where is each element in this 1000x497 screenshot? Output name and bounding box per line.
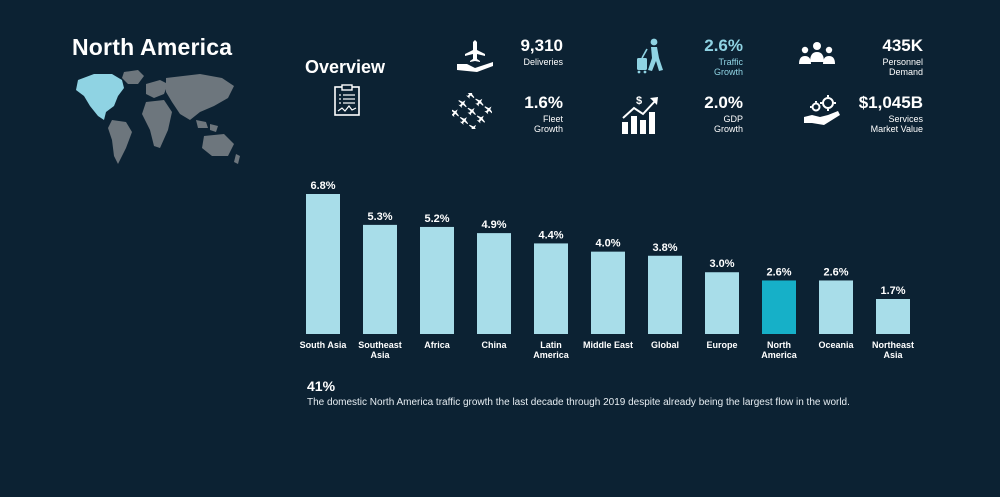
metric-traffic-growth-label: Traffic Growth bbox=[713, 57, 743, 77]
hand-with-plane-icon bbox=[457, 40, 493, 72]
bar-value-label: 4.9% bbox=[481, 219, 506, 231]
bar-value-label: 5.2% bbox=[424, 213, 449, 225]
metric-fleet-growth: 1.6% Fleet Growth bbox=[452, 93, 563, 137]
metric-services-market-value-value: $1,045B bbox=[858, 93, 923, 112]
metric-personnel-demand-value: 435K bbox=[882, 36, 923, 55]
bar-south-asia bbox=[306, 194, 340, 334]
bar-value-label: 6.8% bbox=[310, 180, 335, 192]
metric-fleet-growth-label: Fleet Growth bbox=[533, 114, 563, 134]
metric-traffic-growth-value: 2.6% bbox=[704, 36, 743, 55]
page-title: North America bbox=[72, 34, 233, 60]
metric-personnel-demand-label: Personnel Demand bbox=[882, 57, 923, 77]
category-label: North America bbox=[761, 340, 798, 360]
category-label: Global bbox=[651, 340, 679, 350]
bar-europe bbox=[705, 272, 739, 334]
bar-north-america bbox=[762, 280, 796, 334]
metric-gdp-growth-label: GDP Growth bbox=[713, 114, 743, 134]
metric-services-market-value-label: Services Market Value bbox=[870, 114, 923, 134]
category-label: Middle East bbox=[583, 340, 633, 350]
metric-fleet-growth-value: 1.6% bbox=[524, 93, 563, 112]
category-label: Latin America bbox=[533, 340, 570, 360]
bar-value-label: 2.6% bbox=[766, 266, 791, 278]
bar-middle-east bbox=[591, 251, 625, 334]
bar-southeast-asia bbox=[363, 224, 397, 334]
metric-traffic-growth: 2.6% Traffic Growth bbox=[630, 36, 743, 80]
clipboard-checklist-icon bbox=[334, 84, 360, 116]
metric-personnel-demand: 435K Personnel Demand bbox=[797, 36, 923, 80]
category-label: Northeast Asia bbox=[872, 340, 914, 360]
traveler-with-luggage-icon bbox=[637, 38, 663, 74]
category-label: Europe bbox=[706, 340, 737, 350]
bar-africa bbox=[420, 226, 454, 334]
airplane-fleet-icon bbox=[452, 93, 492, 129]
metric-deliveries-value: 9,310 bbox=[520, 36, 563, 55]
metric-deliveries-label: Deliveries bbox=[523, 57, 563, 67]
bar-value-label: 5.3% bbox=[367, 211, 392, 223]
gdp-growth-chart-icon: $ bbox=[622, 95, 658, 134]
metric-gdp-growth-value: 2.0% bbox=[704, 93, 743, 112]
footnote-text: The domestic North America traffic growt… bbox=[307, 397, 850, 408]
bar-oceania bbox=[819, 280, 853, 334]
bar-latin-america bbox=[534, 243, 568, 334]
footnote-value: 41% bbox=[307, 378, 336, 394]
metric-services-market-value: $1,045B Services Market Value bbox=[802, 93, 923, 137]
category-label: Oceania bbox=[818, 340, 854, 350]
hand-with-gears-icon bbox=[804, 95, 840, 125]
traffic-growth-bar-chart: 6.8% South Asia 5.3% Southeast Asia 5.2% Afric… bbox=[300, 180, 914, 360]
bar-global bbox=[648, 255, 682, 334]
bar-northeast-asia bbox=[876, 299, 910, 334]
bar-value-label: 3.0% bbox=[709, 258, 734, 270]
bar-value-label: 2.6% bbox=[823, 266, 848, 278]
people-group-icon bbox=[799, 42, 835, 64]
metric-deliveries: 9,310 Deliveries bbox=[455, 36, 563, 76]
bar-china bbox=[477, 233, 511, 334]
category-label: China bbox=[481, 340, 507, 350]
bar-value-label: 4.4% bbox=[538, 229, 563, 241]
category-label: Africa bbox=[424, 340, 451, 350]
category-label: South Asia bbox=[300, 340, 348, 350]
world-map-icon bbox=[76, 70, 240, 164]
overview-title: Overview bbox=[305, 57, 386, 77]
bar-value-label: 1.7% bbox=[880, 285, 905, 297]
bar-value-label: 3.8% bbox=[652, 242, 677, 254]
bar-value-label: 4.0% bbox=[595, 238, 620, 250]
metric-gdp-growth: $ 2.0% GDP Growth bbox=[620, 93, 743, 137]
svg-text:$: $ bbox=[636, 95, 642, 107]
category-label: Southeast Asia bbox=[358, 340, 402, 360]
